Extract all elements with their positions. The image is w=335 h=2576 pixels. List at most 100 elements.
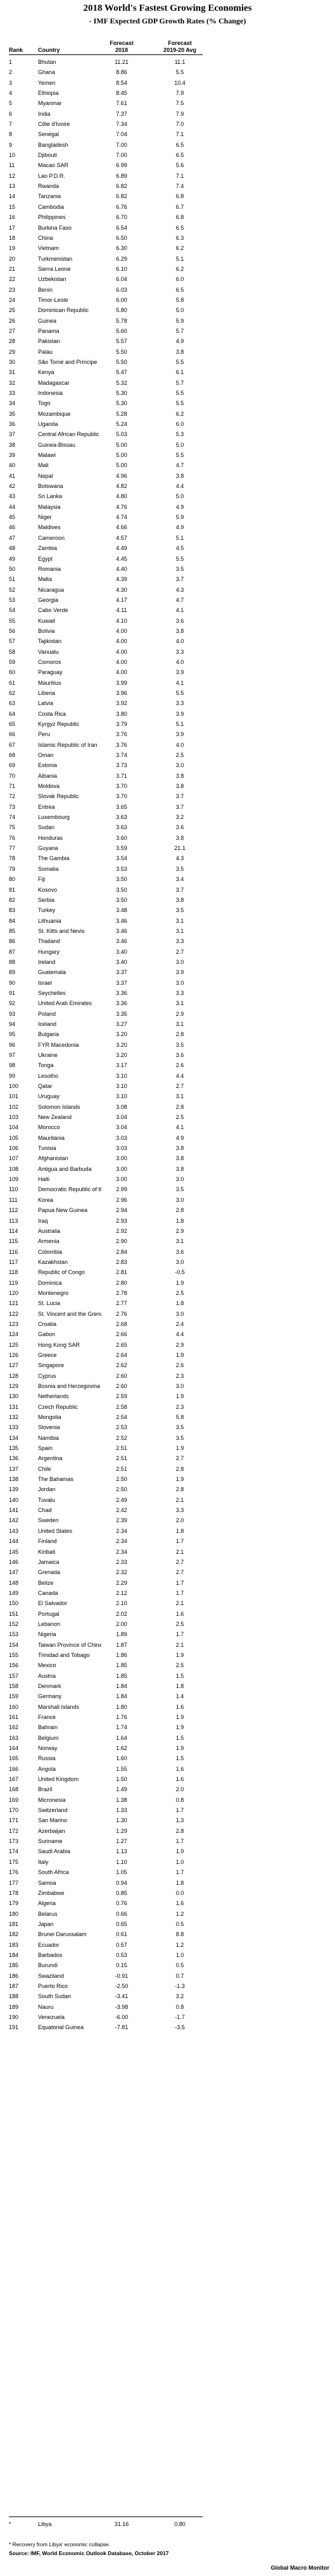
cell-forecast-2018: 4.11: [116, 607, 127, 614]
cell-rank: 99: [9, 1072, 16, 1079]
cell-forecast-2018: 2.10: [116, 1600, 127, 1607]
cell-rank: 113: [9, 1217, 18, 1224]
table-row: 176 South Africa 1.05 1.7: [0, 1867, 335, 1877]
table-row: 92 United Arab Emirates 3.36 3.1: [0, 998, 335, 1008]
cell-country: Chad: [38, 1507, 52, 1514]
table-row: 116 Colombia 2.84 3.6: [0, 1247, 335, 1257]
header-rank: Rank: [9, 47, 23, 53]
cell-forecast-2019-20: 1.9: [175, 1445, 184, 1452]
cell-forecast-2018: 3.37: [116, 969, 127, 976]
cell-forecast-2019-20: 3.6: [175, 1052, 184, 1058]
cell-forecast-2019-20: 3.4: [175, 876, 184, 883]
table-row: 30 São Tomé and Príncipe 5.50 5.5: [0, 357, 335, 367]
cell-forecast-2018: 3.10: [116, 1093, 127, 1100]
cell-rank: 1: [9, 59, 13, 65]
table-row: 53 Georgia 4.17 4.7: [0, 595, 335, 605]
cell-forecast-2019-20: 5.0: [175, 307, 184, 314]
table-row: 6 India 7.37 7.9: [0, 109, 335, 119]
cell-forecast-2018: 2.99: [116, 1186, 127, 1193]
cell-forecast-2018: 3.27: [116, 1020, 127, 1027]
cell-forecast-2019-20: 2.6: [175, 1362, 184, 1369]
cell-forecast-2018: 2.34: [116, 1527, 127, 1534]
cell-rank: 117: [9, 1258, 18, 1265]
cell-forecast-2019-20: 5.9: [175, 514, 184, 521]
table-row: 20 Turkmenistan 6.29 5.1: [0, 254, 335, 264]
cell-forecast-2019-20: 2.8: [175, 1031, 184, 1038]
cell-country: Germany: [38, 1693, 62, 1700]
table-row: 149 Canada 2.12 1.7: [0, 1588, 335, 1598]
cell-forecast-2018: 1.74: [116, 1724, 127, 1731]
cell-forecast-2019-20: 1.6: [175, 1900, 184, 1907]
cell-rank: 15: [9, 203, 16, 210]
cell-forecast-2018: 3.20: [116, 1052, 127, 1058]
cell-forecast-2018: 2.78: [116, 1289, 127, 1296]
table-row: 191 Equatorial Guinea -7.81 -3.5: [0, 2022, 335, 2032]
cell-rank: 178: [9, 1889, 19, 1896]
cell-country: Nauru: [38, 2003, 54, 2010]
table-row: 181 Japan 0.65 0.5: [0, 1919, 335, 1929]
cell-rank: 116: [9, 1248, 18, 1255]
cell-rank: 179: [9, 1900, 19, 1907]
cell-country: Cabo Verde: [38, 607, 68, 614]
cell-forecast-2019-20: 3.7: [175, 576, 184, 583]
table-row: 121 St. Lucia 2.77 1.8: [0, 1298, 335, 1308]
cell-rank: 24: [9, 296, 16, 303]
cell-country: Hong Kong SAR: [38, 1341, 80, 1348]
cell-country: Micronesia: [38, 1796, 66, 1803]
cell-forecast-2019-20: 3.6: [175, 617, 184, 624]
table-row: 103 New Zealand 3.04 2.5: [0, 1112, 335, 1122]
cell-country: Portugal: [38, 1610, 60, 1617]
cell-forecast-2018: 5.28: [116, 410, 127, 417]
cell-forecast-2019-20: 3.8: [175, 627, 184, 634]
cell-country: Bangladesh: [38, 141, 68, 148]
cell-forecast-2019-20: 2.7: [175, 948, 184, 955]
footer-forecast-2018: 31.16: [114, 2521, 129, 2527]
cell-forecast-2019-20: 5.0: [175, 441, 184, 448]
cell-rank: 96: [9, 1041, 16, 1048]
cell-forecast-2019-20: 5.5: [175, 358, 184, 365]
cell-forecast-2019-20: 1.7: [175, 1538, 184, 1545]
cell-forecast-2018: 1.50: [116, 1776, 127, 1783]
cell-country: Guyana: [38, 845, 58, 852]
cell-forecast-2019-20: 1.5: [175, 1672, 184, 1679]
table-row: 65 Kyrgyz Republic 3.79 5.1: [0, 719, 335, 729]
cell-country: Azerbaijan: [38, 1827, 65, 1834]
table-row: 114 Australia 2.92 2.9: [0, 1226, 335, 1236]
table-row: 69 Estonia 3.73 3.0: [0, 760, 335, 770]
cell-forecast-2018: 2.50: [116, 1486, 127, 1493]
table-row: 96 FYR Macedonia 3.20 3.5: [0, 1040, 335, 1050]
cell-forecast-2018: 1.05: [116, 1869, 127, 1876]
cell-country: Niger: [38, 514, 52, 521]
cell-forecast-2018: 2.83: [116, 1258, 127, 1265]
cell-forecast-2018: 4.76: [116, 503, 127, 510]
cell-country: Indonesia: [38, 390, 63, 396]
cell-rank: 180: [9, 1910, 19, 1917]
cell-rank: 125: [9, 1341, 19, 1348]
cell-forecast-2018: 4.00: [116, 648, 127, 655]
cell-rank: 5: [9, 100, 13, 107]
cell-forecast-2019-20: 4.1: [175, 679, 184, 686]
cell-country: Moldova: [38, 783, 60, 790]
table-row: 111 Korea 2.96 3.0: [0, 1195, 335, 1205]
cell-forecast-2019-20: 1.6: [175, 1765, 184, 1772]
cell-country: Mexico: [38, 1662, 56, 1669]
cell-forecast-2019-20: 4.5: [175, 545, 184, 552]
cell-forecast-2018: 2.58: [116, 1403, 127, 1410]
cell-forecast-2019-20: 7.9: [175, 110, 184, 117]
cell-country: Greece: [38, 1351, 57, 1358]
cell-forecast-2018: 2.65: [116, 1341, 127, 1348]
table-row: 139 Jordan 2.50 2.8: [0, 1484, 335, 1494]
table-row: 12 Lao P.D.R. 6.89 7.1: [0, 171, 335, 181]
table-row: 41 Nepal 4.96 3.8: [0, 471, 335, 481]
cell-rank: 187: [9, 1982, 19, 1989]
table-row: 144 Finland 2.34 1.7: [0, 1536, 335, 1546]
cell-forecast-2019-20: 3.5: [175, 1424, 184, 1431]
cell-rank: 142: [9, 1517, 19, 1524]
cell-forecast-2018: 2.76: [116, 1310, 127, 1317]
cell-rank: 12: [9, 172, 16, 179]
cell-forecast-2018: 2.60: [116, 1372, 127, 1379]
table-row: 66 Peru 3.76 3.9: [0, 729, 335, 739]
table-row: 91 Seychelles 3.36 3.3: [0, 988, 335, 998]
table-row: 82 Serbia 3.50 3.8: [0, 895, 335, 905]
